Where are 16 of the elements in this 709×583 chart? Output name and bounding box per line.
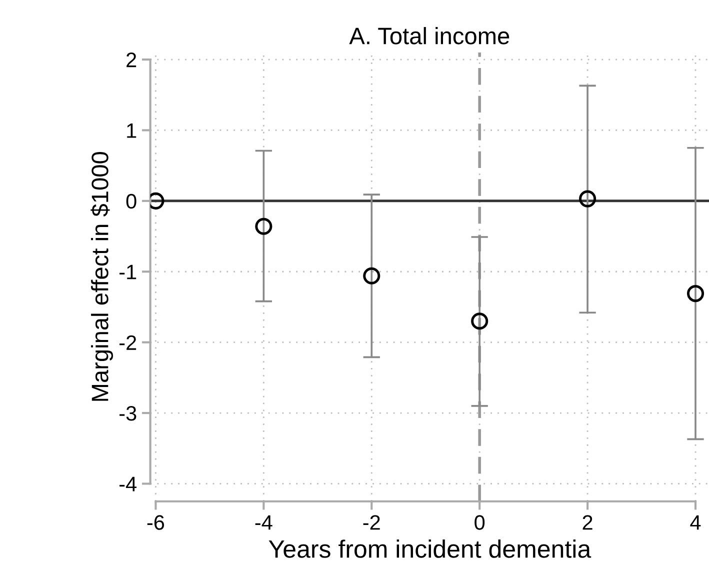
x-tick-label: 0 <box>474 515 485 530</box>
chart-title: A. Total income <box>349 27 510 44</box>
y-tick-label: -3 <box>120 406 136 421</box>
x-tick-label: 2 <box>582 515 592 530</box>
y-tick-label: -2 <box>120 335 136 350</box>
y-tick-label: -4 <box>120 476 137 492</box>
y-tick-label: 1 <box>127 123 136 138</box>
x-tick-label: -2 <box>363 515 380 530</box>
y-axis-title: Marginal effect in $1000 <box>90 152 114 401</box>
x-tick-label: 4 <box>690 515 701 530</box>
y-tick-label: 0 <box>126 194 136 209</box>
x-tick-label: -6 <box>147 515 164 530</box>
x-tick-label: -4 <box>255 515 272 530</box>
y-tick-label: 2 <box>126 52 136 68</box>
x-axis-title: Years from incident dementia <box>268 540 592 558</box>
y-tick-label: -1 <box>120 264 136 280</box>
